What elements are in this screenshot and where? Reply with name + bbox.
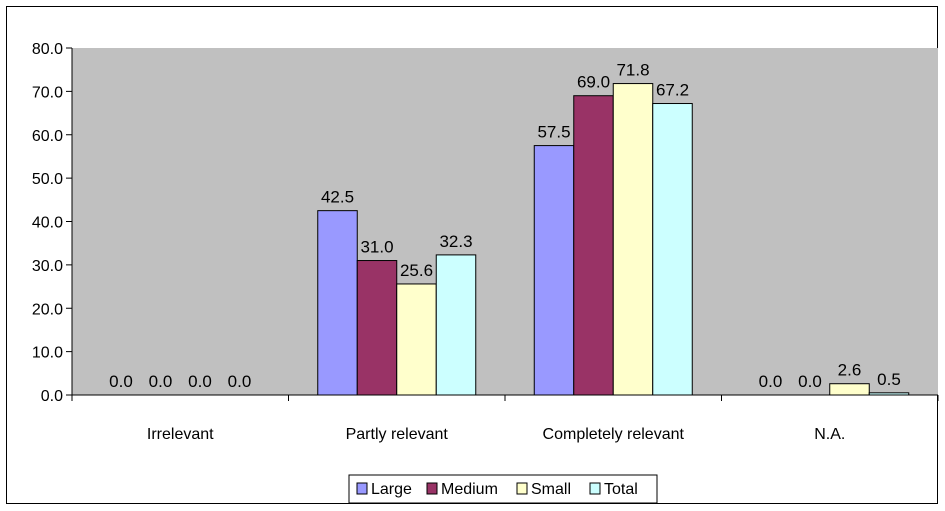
legend-label: Large <box>371 481 412 498</box>
legend-label: Small <box>531 481 571 498</box>
y-tick-label: 60.0 <box>32 128 63 145</box>
bar-total <box>868 392 910 396</box>
data-label: 31.0 <box>360 238 393 257</box>
data-label: 25.6 <box>400 261 433 280</box>
y-tick-label: 50.0 <box>32 171 63 188</box>
bar-medium <box>356 260 398 396</box>
data-label: 71.8 <box>616 61 649 80</box>
data-label: 2.6 <box>838 361 862 380</box>
x-category-label: Completely relevant <box>543 426 685 443</box>
y-tick-label: 30.0 <box>32 258 63 275</box>
legend-label: Medium <box>441 481 498 498</box>
data-label: 0.0 <box>149 372 173 391</box>
data-label: 0.0 <box>759 372 783 391</box>
legend-swatch-medium <box>426 482 438 495</box>
legend-swatch-large <box>356 482 368 495</box>
bar-large <box>317 210 358 396</box>
legend-swatch-total <box>589 482 601 495</box>
x-category-label: N.A. <box>814 426 845 443</box>
data-label: 69.0 <box>577 73 610 92</box>
bar-small <box>829 383 870 396</box>
bar-small <box>612 83 654 396</box>
legend-swatch-small <box>516 482 528 495</box>
data-label: 0.0 <box>109 372 133 391</box>
data-label: 42.5 <box>321 188 354 207</box>
data-label: 0.5 <box>877 370 901 389</box>
y-tick-label: 10.0 <box>32 345 63 362</box>
y-tick-label: 0.0 <box>41 388 63 405</box>
y-tick-label: 20.0 <box>32 301 63 318</box>
data-label: 0.0 <box>188 372 212 391</box>
legend-box <box>348 474 658 504</box>
data-label: 57.5 <box>537 123 570 142</box>
y-tick-label: 70.0 <box>32 84 63 101</box>
bar-large <box>533 145 575 396</box>
x-category-label: Irrelevant <box>147 426 214 443</box>
bar-small <box>396 283 437 396</box>
plot-area <box>72 48 938 395</box>
y-tick-label: 80.0 <box>32 41 63 58</box>
x-category-label: Partly relevant <box>346 426 449 443</box>
bar-medium <box>573 95 614 396</box>
bar-total <box>435 254 477 396</box>
data-label: 32.3 <box>439 232 472 251</box>
data-label: 0.0 <box>228 372 252 391</box>
bar-total <box>652 103 693 396</box>
data-label: 0.0 <box>798 372 822 391</box>
legend-label: Total <box>604 481 638 498</box>
y-tick-label: 40.0 <box>32 215 63 232</box>
data-label: 67.2 <box>656 81 689 100</box>
